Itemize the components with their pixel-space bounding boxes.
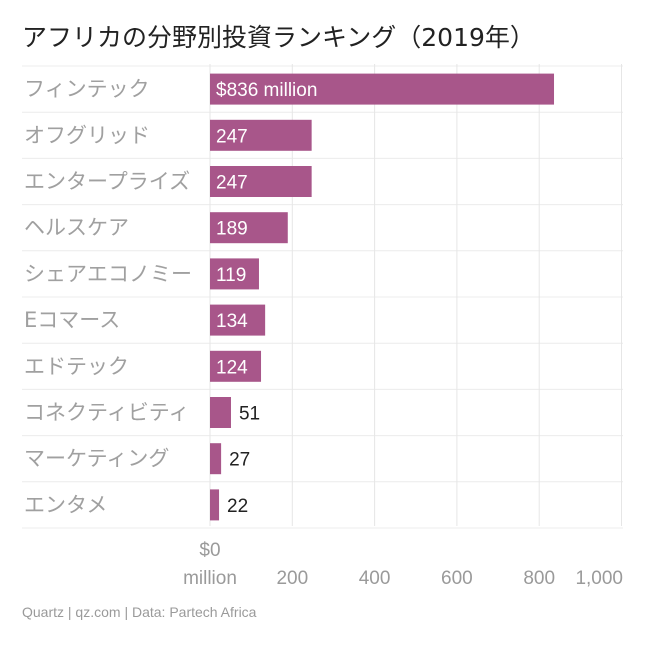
bar bbox=[210, 489, 220, 521]
bar bbox=[210, 350, 262, 382]
category-label: フィンテック bbox=[24, 77, 150, 101]
x-tick-label: 800 bbox=[523, 568, 555, 589]
x-tick-label: 400 bbox=[359, 568, 391, 589]
value-label: 247 bbox=[216, 126, 248, 147]
x-tick-label: 600 bbox=[441, 568, 473, 589]
category-label: マーケティング bbox=[24, 447, 169, 471]
chart-title: アフリカの分野別投資ランキング（2019年） bbox=[22, 23, 535, 52]
bar bbox=[210, 304, 266, 336]
value-label: 51 bbox=[239, 404, 260, 425]
value-label: 189 bbox=[216, 219, 248, 240]
category-label: エドテック bbox=[24, 354, 129, 378]
bar bbox=[210, 258, 259, 290]
value-label: 27 bbox=[229, 450, 250, 471]
value-label: 119 bbox=[216, 265, 246, 286]
category-label: エンタメ bbox=[24, 493, 107, 517]
value-label: 247 bbox=[216, 173, 248, 194]
source-footer: Quartz | qz.com | Data: Partech Africa bbox=[22, 604, 257, 620]
bars bbox=[210, 73, 555, 521]
x-tick-label: million bbox=[183, 568, 237, 589]
bar bbox=[210, 73, 555, 105]
grid-lines bbox=[22, 64, 623, 529]
category-label: Eコマース bbox=[24, 308, 120, 332]
category-label: エンタープライズ bbox=[24, 170, 190, 194]
bar bbox=[210, 166, 312, 197]
category-label: ヘルスケア bbox=[24, 216, 129, 240]
value-label: 124 bbox=[216, 357, 248, 378]
x-tick-label: 200 bbox=[276, 568, 308, 589]
x-tick-labels: $0 million 200 400 600 800 1,000 bbox=[183, 540, 623, 589]
bar bbox=[210, 397, 231, 428]
x-tick-label: 1,000 bbox=[575, 568, 623, 589]
category-label: シェアエコノミー bbox=[24, 262, 192, 286]
bar bbox=[210, 443, 222, 475]
value-label: 134 bbox=[216, 311, 248, 332]
category-label: コネクティビティ bbox=[24, 401, 189, 425]
bar bbox=[210, 119, 312, 151]
value-label: 22 bbox=[227, 496, 248, 517]
value-labels: $836 million 247 247 189 119 134 124 51 27 22 bbox=[216, 80, 317, 517]
value-label: $836 million bbox=[216, 80, 317, 101]
category-label: オフグリッド bbox=[24, 123, 150, 147]
x-tick-label: $0 bbox=[199, 540, 220, 561]
bar bbox=[210, 212, 288, 244]
